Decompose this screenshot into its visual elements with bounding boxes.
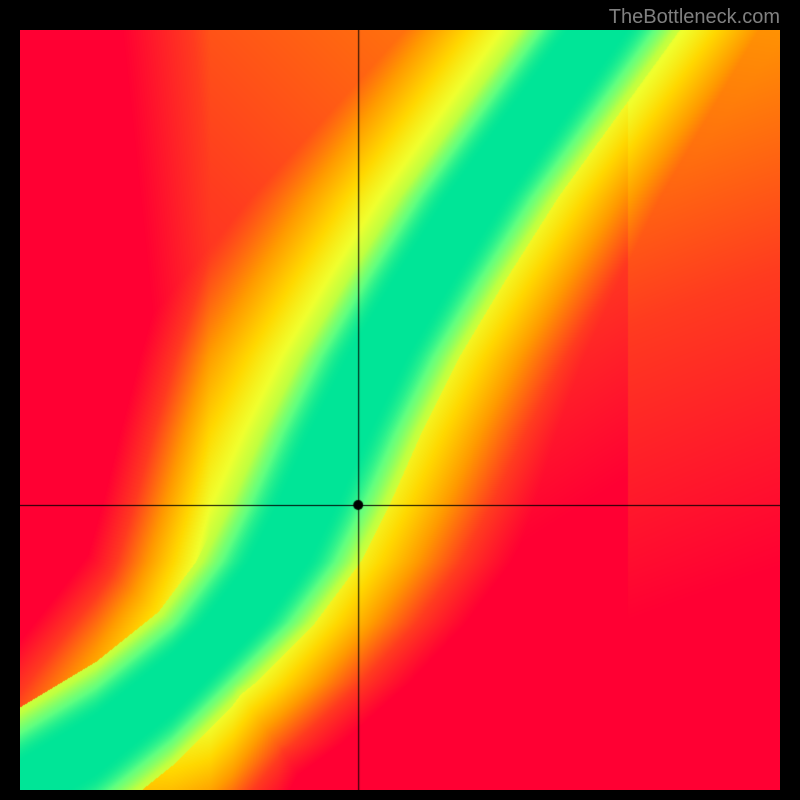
- chart-container: TheBottleneck.com: [0, 0, 800, 800]
- watermark-text: TheBottleneck.com: [609, 6, 780, 29]
- bottleneck-heatmap: [20, 30, 780, 790]
